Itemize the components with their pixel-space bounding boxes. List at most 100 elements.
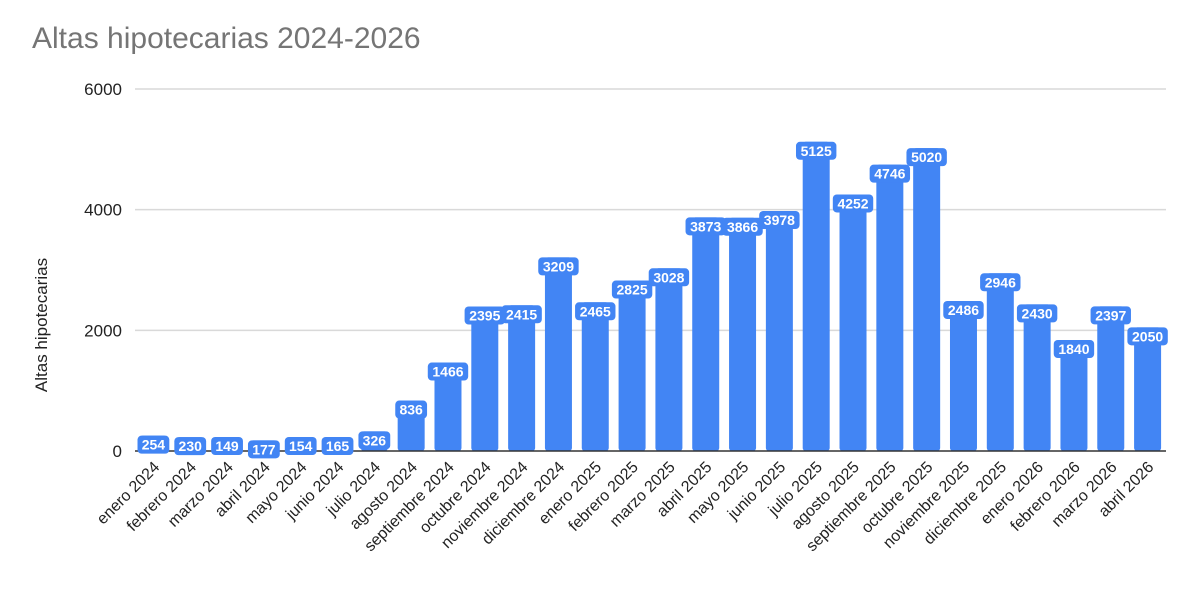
- data-label-text: 2395: [469, 308, 500, 324]
- bar: [986, 273, 1014, 451]
- data-label: 154: [284, 437, 317, 455]
- data-label-background: [943, 301, 984, 320]
- data-label: 4252: [832, 194, 874, 213]
- data-label-text: 2486: [948, 302, 979, 318]
- data-label-background: [906, 148, 947, 167]
- data-label-text: 2946: [985, 274, 1016, 290]
- y-tick-label: 0: [113, 442, 122, 461]
- data-label: 326: [358, 431, 391, 450]
- data-label-text: 326: [363, 432, 387, 448]
- bar: [1023, 304, 1051, 451]
- data-label-background: [1090, 306, 1131, 325]
- data-labels: 254 230 149 177 154 165 326 836 1466 2395 2415 3209…: [137, 141, 1168, 459]
- data-label: 230: [174, 437, 207, 456]
- bar: [1060, 339, 1088, 451]
- data-label-background: [980, 273, 1021, 292]
- data-label-text: 230: [179, 438, 203, 454]
- data-label-text: 2430: [1022, 305, 1053, 321]
- data-label-text: 5020: [911, 149, 942, 165]
- data-label-background: [648, 268, 690, 287]
- bar: [839, 194, 867, 452]
- data-label-background: [1053, 339, 1095, 358]
- data-label: 2825: [611, 280, 653, 299]
- bar: [655, 268, 683, 451]
- bar: [729, 217, 757, 451]
- data-label-text: 1840: [1058, 341, 1089, 357]
- bar: [1134, 327, 1162, 451]
- data-label-background: [358, 431, 391, 450]
- data-label-background: [427, 362, 469, 381]
- data-label-text: 2050: [1132, 328, 1163, 344]
- y-axis-title: Altas hipotecarias: [32, 258, 51, 392]
- data-label-background: [611, 280, 653, 299]
- data-label-background: [1016, 304, 1058, 323]
- y-axis-ticks: 0 2000 4000 6000: [84, 80, 122, 461]
- data-label-text: 4746: [874, 166, 905, 182]
- bar: [1097, 306, 1125, 451]
- data-label: 5020: [906, 148, 947, 167]
- chart-title: Altas hipotecarias 2024-2026: [32, 22, 421, 55]
- data-label: 3866: [722, 217, 763, 236]
- bar: [434, 362, 462, 451]
- bar: [876, 164, 904, 451]
- data-label-background: [174, 437, 207, 456]
- bar: [802, 141, 830, 451]
- data-label-background: [722, 217, 763, 236]
- data-label-text: 4252: [837, 195, 868, 211]
- data-label-background: [685, 217, 726, 236]
- data-label-text: 177: [252, 441, 276, 457]
- bar: [692, 217, 720, 451]
- data-label-background: [1127, 327, 1168, 346]
- data-label-background: [501, 305, 542, 324]
- data-label-text: 3028: [653, 269, 684, 285]
- data-label: 3028: [648, 268, 690, 287]
- data-label-text: 154: [289, 438, 313, 454]
- data-label: 5125: [795, 141, 837, 160]
- data-label-text: 2397: [1095, 307, 1126, 323]
- bar: [618, 280, 646, 451]
- data-label: 149: [211, 437, 243, 455]
- data-label-text: 3873: [690, 218, 721, 234]
- data-label: 3209: [538, 257, 579, 276]
- data-label-text: 3978: [764, 212, 795, 228]
- bar: [471, 306, 499, 451]
- data-label-background: [538, 257, 579, 276]
- data-label: 3873: [685, 217, 726, 236]
- data-label-background: [832, 194, 874, 213]
- data-label: 165: [321, 437, 354, 455]
- data-label-background: [247, 440, 280, 459]
- data-label: 2465: [575, 302, 616, 321]
- data-label: 1840: [1053, 339, 1095, 358]
- data-label-text: 836: [399, 402, 423, 418]
- data-label-text: 2465: [580, 303, 611, 319]
- data-label: 177: [247, 440, 280, 459]
- data-label: 2397: [1090, 306, 1131, 325]
- bar: [508, 305, 536, 451]
- data-label: 3978: [759, 210, 800, 229]
- data-label: 2395: [464, 306, 506, 325]
- data-label: 2415: [501, 305, 542, 324]
- data-label-background: [395, 400, 428, 419]
- data-label: 2430: [1016, 304, 1058, 323]
- data-label: 4746: [869, 164, 911, 183]
- bar: [949, 301, 977, 451]
- data-label-background: [869, 164, 911, 183]
- y-tick-label: 4000: [84, 201, 122, 220]
- data-label: 2946: [980, 273, 1021, 292]
- y-tick-label: 6000: [84, 80, 122, 99]
- data-label-text: 3209: [543, 258, 574, 274]
- data-label-background: [575, 302, 616, 321]
- data-label-background: [321, 437, 354, 455]
- data-label: 2050: [1127, 327, 1168, 346]
- bar: [765, 210, 793, 451]
- bar: [913, 148, 941, 452]
- data-label-background: [759, 210, 800, 229]
- bars: [139, 141, 1162, 452]
- data-label: 1466: [427, 362, 469, 381]
- data-label-text: 254: [142, 437, 166, 453]
- data-label: 2486: [943, 301, 984, 320]
- bar: [544, 257, 572, 451]
- data-label-background: [211, 437, 243, 455]
